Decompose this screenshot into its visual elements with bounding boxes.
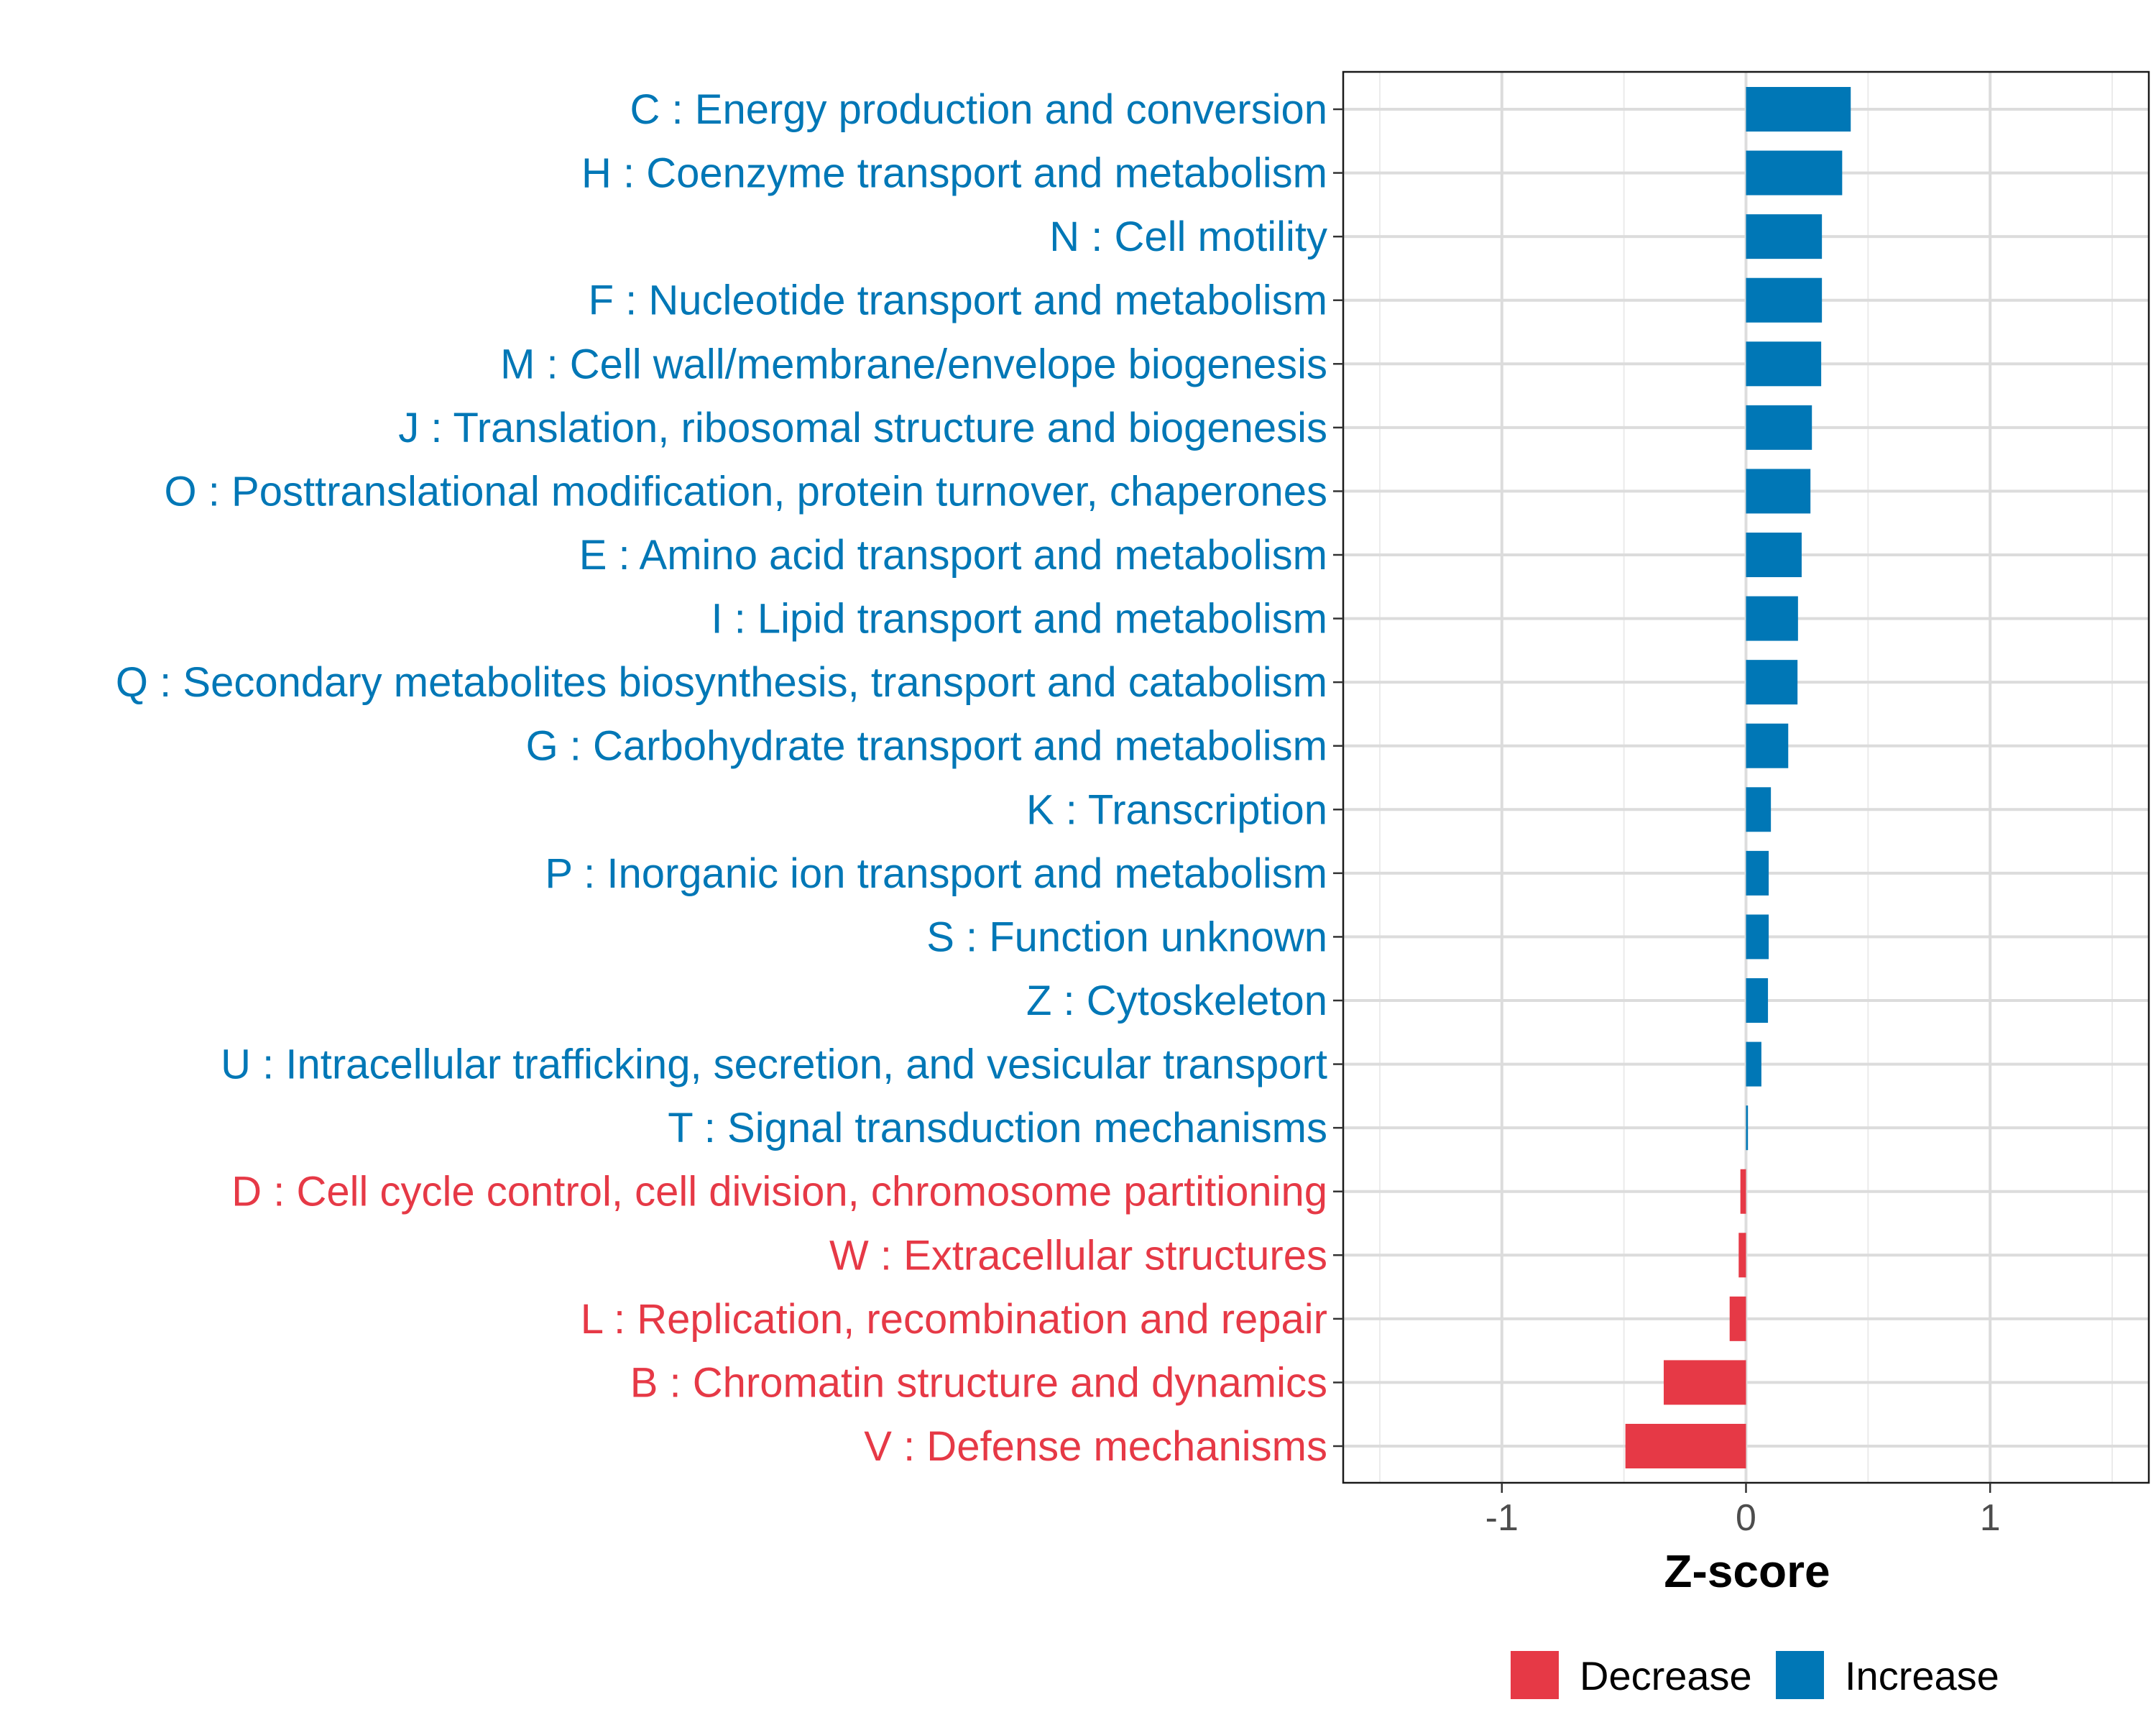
legend: Decrease Increase bbox=[1511, 1651, 1999, 1699]
bars bbox=[1625, 87, 1851, 1468]
category-label: K : Transcription bbox=[1026, 786, 1327, 833]
category-label: F : Nucleotide transport and metabolism bbox=[589, 277, 1327, 324]
category-label: J : Translation, ribosomal structure and… bbox=[398, 405, 1327, 451]
bar-d bbox=[1740, 1169, 1746, 1214]
category-label: N : Cell motility bbox=[1049, 213, 1327, 260]
category-label: T : Signal transduction mechanisms bbox=[668, 1105, 1327, 1151]
bar-k bbox=[1746, 787, 1772, 832]
bar-s bbox=[1746, 914, 1769, 960]
legend-label: Decrease bbox=[1580, 1653, 1752, 1698]
bar-t bbox=[1746, 1105, 1749, 1151]
category-label: B : Chromatin structure and dynamics bbox=[630, 1359, 1327, 1406]
category-label: I : Lipid transport and metabolism bbox=[711, 596, 1327, 643]
category-label: Z : Cytoskeleton bbox=[1026, 978, 1327, 1024]
bar-v bbox=[1625, 1424, 1746, 1468]
category-label: H : Coenzyme transport and metabolism bbox=[581, 150, 1327, 197]
category-label: V : Defense mechanisms bbox=[864, 1423, 1327, 1470]
category-label: E : Amino acid transport and metabolism bbox=[579, 532, 1327, 579]
bar-m bbox=[1746, 341, 1822, 387]
category-label: U : Intracellular trafficking, secretion… bbox=[221, 1041, 1327, 1088]
category-label: W : Extracellular structures bbox=[829, 1232, 1327, 1279]
category-label: L : Replication, recombination and repai… bbox=[581, 1296, 1327, 1343]
category-label: Q : Secondary metabolites biosynthesis, … bbox=[116, 659, 1327, 706]
bar-u bbox=[1746, 1041, 1761, 1087]
bar-i bbox=[1746, 596, 1798, 641]
bar-p bbox=[1746, 850, 1769, 896]
bar-l bbox=[1729, 1296, 1746, 1341]
bar-z bbox=[1746, 978, 1769, 1023]
bar-n bbox=[1746, 214, 1823, 259]
bar-h bbox=[1746, 150, 1843, 196]
x-tick-label: 1 bbox=[1980, 1497, 2001, 1539]
x-axis-ticks: -1 0 1 bbox=[1485, 1483, 2001, 1539]
x-axis-title: Z-score bbox=[1664, 1545, 1830, 1597]
bar-g bbox=[1746, 723, 1789, 768]
bar-f bbox=[1746, 277, 1823, 323]
legend-label: Increase bbox=[1845, 1653, 1999, 1698]
bar-q bbox=[1746, 660, 1798, 705]
x-tick-label: 0 bbox=[1736, 1497, 1756, 1539]
x-tick-label: -1 bbox=[1485, 1497, 1519, 1539]
bar-c bbox=[1746, 87, 1851, 132]
bar-w bbox=[1738, 1233, 1746, 1278]
category-label: M : Cell wall/membrane/envelope biogenes… bbox=[500, 341, 1327, 387]
category-labels: C : Energy production and conversion H : … bbox=[116, 86, 1343, 1470]
legend-key-decrease bbox=[1511, 1651, 1559, 1699]
category-label: P : Inorganic ion transport and metaboli… bbox=[545, 850, 1327, 897]
bar-e bbox=[1746, 533, 1802, 577]
bar-b bbox=[1664, 1360, 1746, 1405]
bar-o bbox=[1746, 469, 1811, 514]
category-label: O : Posttranslational modification, prot… bbox=[165, 468, 1327, 515]
category-label: D : Cell cycle control, cell division, c… bbox=[231, 1169, 1327, 1215]
category-label: G : Carbohydrate transport and metabolis… bbox=[526, 723, 1327, 770]
legend-key-increase bbox=[1776, 1651, 1824, 1699]
category-label: C : Energy production and conversion bbox=[630, 86, 1327, 133]
category-label: S : Function unknown bbox=[926, 914, 1327, 960]
bar-j bbox=[1746, 405, 1812, 450]
